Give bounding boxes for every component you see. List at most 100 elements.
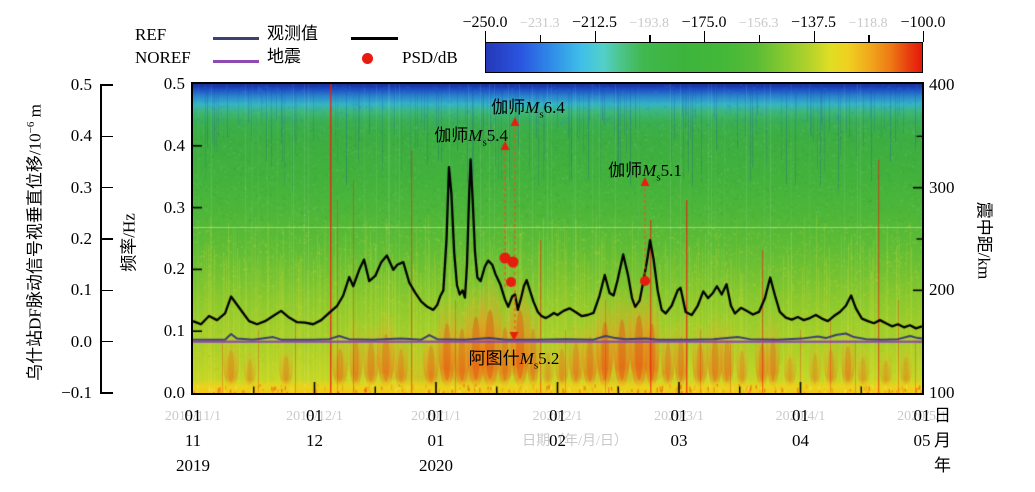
annotation-part: s <box>539 108 544 121</box>
displacement-tick-mark <box>100 392 113 394</box>
legend-psd-dot-icon <box>362 53 373 64</box>
x-day-tick-label: 01 <box>913 406 931 425</box>
annotation-part: 阿图什 <box>468 349 520 368</box>
colorbar-tick-mark <box>758 35 761 42</box>
colorbar-major-label: −137.5 <box>790 14 837 31</box>
x-day-tick-label: 01 <box>306 406 323 425</box>
colorbar-tick-mark <box>868 35 870 42</box>
colorbar-tick-mark <box>485 31 487 42</box>
legend-ref-label: REF <box>135 25 167 44</box>
frequency-tick-label: 0.3 <box>163 197 185 217</box>
colorbar-ghost-label: −156.3 <box>739 16 779 31</box>
colorbar-ghost-label: −231.3 <box>520 16 560 31</box>
displacement-tick-mark <box>100 84 113 86</box>
x-ghost-date-label: 2019/12/1 <box>286 409 343 424</box>
x-month-tick-label: 02 <box>549 431 566 450</box>
x-month-tick-label: 12 <box>306 431 323 450</box>
frequency-tick-label: 0.0 <box>163 383 185 402</box>
legend-ref-line-swatch <box>213 37 259 40</box>
legend-psd-label: PSD/dB <box>402 48 458 67</box>
annotation-part: s <box>482 136 487 149</box>
colorbar-tick-mark <box>704 31 706 42</box>
annotation-part: M <box>519 349 534 368</box>
legend-observed-label: 观测值 <box>267 24 318 43</box>
distance-tick-label: 300 <box>929 177 955 197</box>
frequency-tick-label: 0.2 <box>163 259 185 279</box>
x-year-tick-label: 2019 <box>176 456 210 475</box>
annotation-part: 6.4 <box>543 98 565 117</box>
legend-observed-line-swatch <box>351 37 398 40</box>
x-ghost-date-label: 2020/4/1 <box>775 409 826 424</box>
displacement-tick-label: −0.1 <box>61 382 92 402</box>
x-day-tick-label: 01 <box>670 406 688 425</box>
distance-tick-label: 400 <box>929 75 955 94</box>
displacement-tick-mark <box>100 340 113 343</box>
colorbar-major-label: −100.0 <box>900 14 946 31</box>
x-axis-ghost-title: 日期（年/月/日） <box>522 434 628 449</box>
displacement-tick-mark <box>100 186 113 189</box>
distance-tick-label: 100 <box>929 383 955 402</box>
legend-noref-label: NOREF <box>135 48 191 67</box>
displacement-tick-label: 0.5 <box>70 75 92 94</box>
annotation-part: s <box>656 171 661 184</box>
legend-noref-line-swatch <box>213 60 259 63</box>
spectrogram-canvas <box>193 84 922 393</box>
displacement-tick-label: 0.1 <box>70 280 92 300</box>
x-axis-unit-month: 月 <box>934 431 951 450</box>
displacement-tick-mark <box>100 135 113 138</box>
frequency-tick-label: 0.4 <box>163 135 185 155</box>
earthquake-annotation: 伽师Ms5.4 <box>358 121 508 148</box>
annotation-part: 伽师 <box>491 98 526 117</box>
colorbar-major-label: −212.5 <box>571 14 618 31</box>
colorbar-tick-mark <box>594 31 596 42</box>
colorbar-tick-mark <box>539 35 542 42</box>
x-ghost-date-label: 2019/11/1 <box>164 409 222 424</box>
x-month-tick-label: 03 <box>670 431 688 450</box>
annotation-part: s <box>533 359 539 372</box>
x-ghost-date-label: 2020/1/1 <box>411 409 461 424</box>
distance-axis-title: 震中距/km <box>974 201 994 280</box>
earthquake-annotation: 伽师Ms6.4 <box>453 93 603 120</box>
frequency-tick-label: 0.5 <box>163 74 185 93</box>
displacement-tick-label: 0.4 <box>70 126 92 146</box>
x-axis-unit-year: 年 <box>934 456 951 475</box>
earthquake-annotation: 伽师Ms5.1 <box>570 156 720 183</box>
displacement-tick-label: 0.3 <box>70 177 92 197</box>
x-ghost-date-label: 2020/5/1 <box>897 409 947 424</box>
annotation-part: M <box>468 126 483 145</box>
colorbar-tick-mark <box>649 35 651 42</box>
x-ghost-date-label: 2020/3/1 <box>654 409 704 424</box>
colorbar-major-label: −250.0 <box>462 14 508 31</box>
frequency-tick-label: 0.1 <box>163 321 185 341</box>
annotation-part: 5.4 <box>486 126 508 145</box>
displacement-tick-label: 0.0 <box>70 331 92 351</box>
displacement-tick-mark <box>100 289 113 292</box>
legend-quake-label: 地震 <box>267 47 301 66</box>
annotation-part: 伽师 <box>434 126 469 145</box>
earthquake-annotation: 阿图什Ms5.2 <box>439 344 589 371</box>
colorbar-ghost-label: −118.8 <box>848 16 888 31</box>
distance-tick-label: 200 <box>929 280 955 300</box>
colorbar-tick-mark <box>923 31 925 42</box>
displacement-axis-title-unit: m <box>25 104 45 122</box>
x-axis-unit-day: 日 <box>934 406 951 425</box>
x-day-tick-label: 01 <box>184 406 202 425</box>
x-month-tick-label: 05 <box>913 431 931 450</box>
colorbar-major-label: −175.0 <box>681 14 727 31</box>
x-year-tick-label: 2020 <box>419 456 453 475</box>
colorbar <box>485 42 923 73</box>
x-month-tick-label: 01 <box>427 431 445 450</box>
x-day-tick-label: 01 <box>549 406 566 425</box>
displacement-tick-mark <box>100 238 113 240</box>
annotation-part: 5.1 <box>660 161 682 180</box>
colorbar-ghost-label: −193.8 <box>629 16 669 31</box>
annotation-part: M <box>525 98 540 117</box>
x-month-tick-label: 11 <box>184 431 202 450</box>
annotation-part: 伽师 <box>608 161 643 180</box>
x-day-tick-label: 01 <box>427 406 445 425</box>
x-month-tick-label: 04 <box>792 431 809 450</box>
displacement-axis-title-exponent: −6 <box>24 121 37 134</box>
annotation-part: M <box>642 161 657 180</box>
annotation-part: 5.2 <box>538 349 560 368</box>
